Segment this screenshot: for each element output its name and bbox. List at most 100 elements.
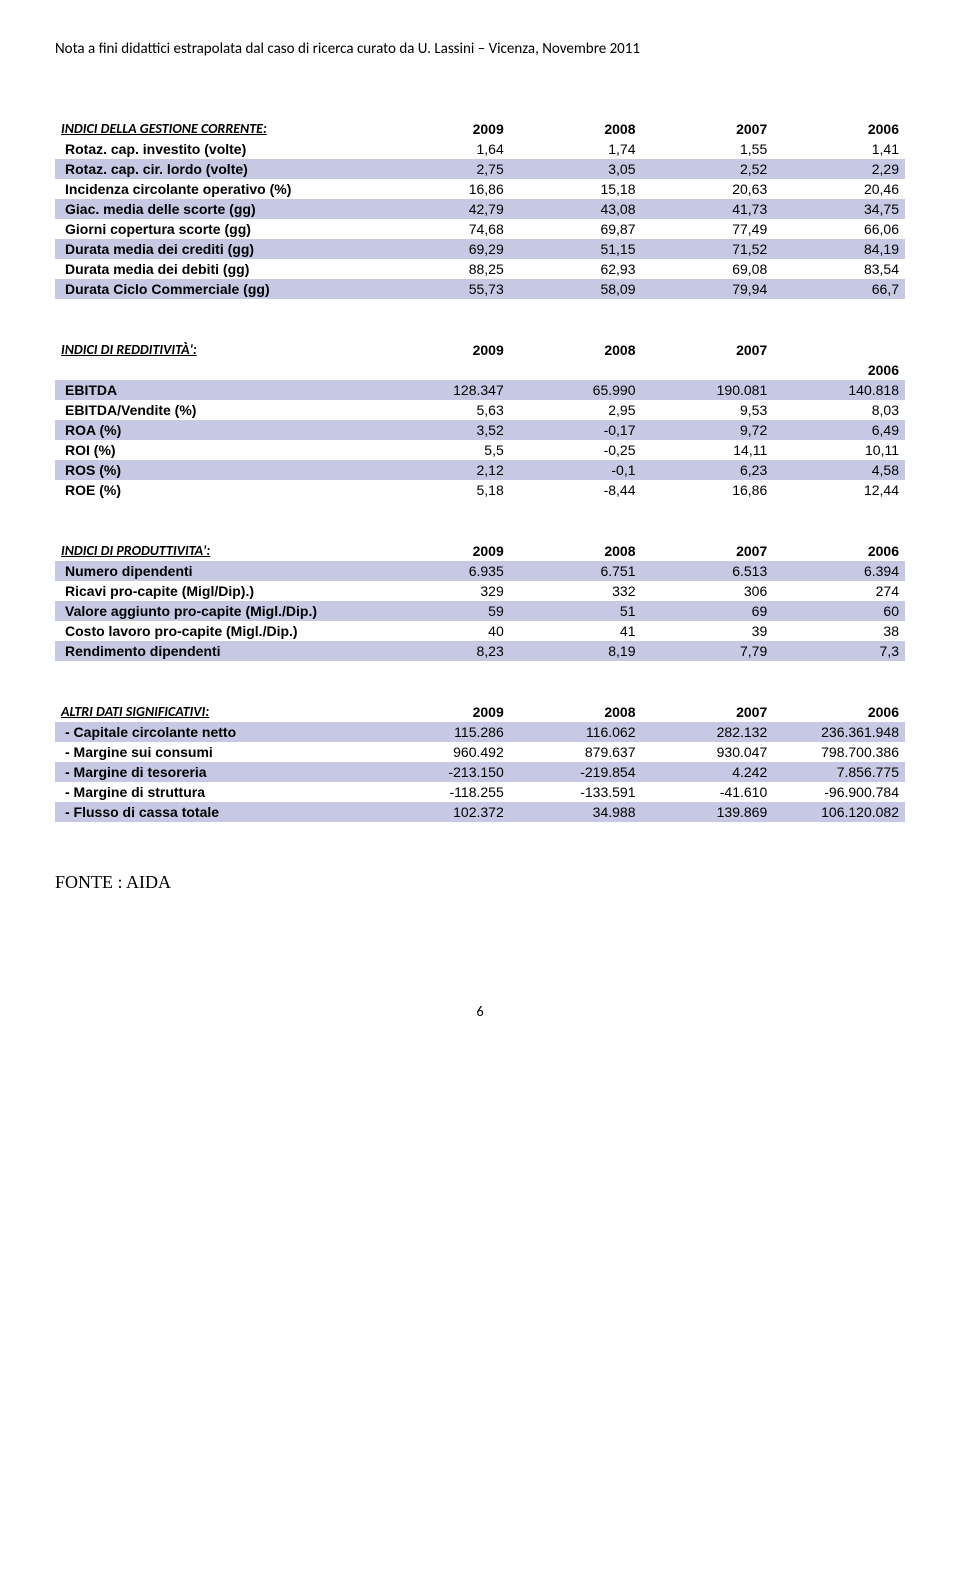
- table-row: - Capitale circolante netto115.286116.06…: [55, 722, 905, 742]
- cell-value: 58,09: [510, 279, 642, 299]
- section-redditivita: INDICI DI REDDITIVITÀ': 2009 2008 2007 2…: [55, 339, 905, 500]
- cell-value: 79,94: [642, 279, 774, 299]
- table-row: ROE (%)5,18-8,4416,8612,44: [55, 480, 905, 500]
- cell-value: 66,06: [773, 219, 905, 239]
- cell-value: 2,52: [642, 159, 774, 179]
- cell-value: 43,08: [510, 199, 642, 219]
- table-subheader-row: 2006: [55, 360, 905, 380]
- table-row: Durata media dei debiti (gg)88,2562,9369…: [55, 259, 905, 279]
- table-row: Rendimento dipendenti8,238,197,797,3: [55, 641, 905, 661]
- cell-value: 7.856.775: [773, 762, 905, 782]
- cell-value: 6.394: [773, 561, 905, 581]
- cell-value: 41: [510, 621, 642, 641]
- row-label: Incidenza circolante operativo (%): [55, 179, 378, 199]
- cell-value: 69,87: [510, 219, 642, 239]
- cell-value: -41.610: [642, 782, 774, 802]
- table-altri: ALTRI DATI SIGNIFICATIVI: 2009 2008 2007…: [55, 701, 905, 822]
- cell-value: 69,08: [642, 259, 774, 279]
- section-produttivita: INDICI DI PRODUTTIVITA': 2009 2008 2007 …: [55, 540, 905, 661]
- year-header: 2008: [510, 540, 642, 561]
- year-header: 2009: [378, 540, 510, 561]
- row-label: Valore aggiunto pro-capite (Migl./Dip.): [55, 601, 378, 621]
- row-label: Numero dipendenti: [55, 561, 378, 581]
- cell-value: 62,93: [510, 259, 642, 279]
- cell-value: -118.255: [378, 782, 510, 802]
- cell-value: 6,23: [642, 460, 774, 480]
- year-header: 2006: [773, 701, 905, 722]
- cell-value: 102.372: [378, 802, 510, 822]
- cell-value: 930.047: [642, 742, 774, 762]
- table-row: ROS (%)2,12-0,16,234,58: [55, 460, 905, 480]
- cell-value: 4,58: [773, 460, 905, 480]
- cell-value: -96.900.784: [773, 782, 905, 802]
- row-label: EBITDA: [55, 380, 378, 400]
- cell-value: 6.751: [510, 561, 642, 581]
- cell-value: 14,11: [642, 440, 774, 460]
- cell-value: 6.935: [378, 561, 510, 581]
- cell-value: 1,64: [378, 139, 510, 159]
- cell-value: 77,49: [642, 219, 774, 239]
- table-header-row: INDICI DELLA GESTIONE CORRENTE: 2009 200…: [55, 118, 905, 139]
- cell-value: 115.286: [378, 722, 510, 742]
- cell-value: 2,95: [510, 400, 642, 420]
- cell-value: 42,79: [378, 199, 510, 219]
- cell-value: 60: [773, 601, 905, 621]
- table-row: Rotaz. cap. cir. lordo (volte)2,753,052,…: [55, 159, 905, 179]
- cell-value: 65.990: [510, 380, 642, 400]
- year-header: 2009: [378, 118, 510, 139]
- table-row: Valore aggiunto pro-capite (Migl./Dip.)5…: [55, 601, 905, 621]
- source-label: FONTE : AIDA: [55, 872, 905, 893]
- empty-cell: [773, 339, 905, 360]
- cell-value: 139.869: [642, 802, 774, 822]
- cell-value: -213.150: [378, 762, 510, 782]
- table-row: ROI (%)5,5-0,2514,1110,11: [55, 440, 905, 460]
- cell-value: 8,19: [510, 641, 642, 661]
- row-label: - Margine di struttura: [55, 782, 378, 802]
- row-label: Giac. media delle scorte (gg): [55, 199, 378, 219]
- row-label: - Margine sui consumi: [55, 742, 378, 762]
- row-label: EBITDA/Vendite (%): [55, 400, 378, 420]
- cell-value: 39: [642, 621, 774, 641]
- cell-value: 59: [378, 601, 510, 621]
- cell-value: 9,72: [642, 420, 774, 440]
- cell-value: 2,75: [378, 159, 510, 179]
- row-label: ROS (%): [55, 460, 378, 480]
- year-header: 2006: [773, 118, 905, 139]
- cell-value: 51,15: [510, 239, 642, 259]
- row-label: ROA (%): [55, 420, 378, 440]
- cell-value: 236.361.948: [773, 722, 905, 742]
- cell-value: 879.637: [510, 742, 642, 762]
- cell-value: 5,5: [378, 440, 510, 460]
- section-altri: ALTRI DATI SIGNIFICATIVI: 2009 2008 2007…: [55, 701, 905, 822]
- cell-value: 88,25: [378, 259, 510, 279]
- cell-value: 1,55: [642, 139, 774, 159]
- cell-value: -0,1: [510, 460, 642, 480]
- cell-value: -0,25: [510, 440, 642, 460]
- table-row: Durata media dei crediti (gg)69,2951,157…: [55, 239, 905, 259]
- cell-value: 106.120.082: [773, 802, 905, 822]
- table-row: Incidenza circolante operativo (%)16,861…: [55, 179, 905, 199]
- cell-value: 140.818: [773, 380, 905, 400]
- table-row: Costo lavoro pro-capite (Migl./Dip.)4041…: [55, 621, 905, 641]
- cell-value: 8,03: [773, 400, 905, 420]
- table-row: - Flusso di cassa totale102.37234.988139…: [55, 802, 905, 822]
- table-header-row: INDICI DI REDDITIVITÀ': 2009 2008 2007: [55, 339, 905, 360]
- cell-value: 2,12: [378, 460, 510, 480]
- row-label: Durata Ciclo Commerciale (gg): [55, 279, 378, 299]
- empty-cell: [510, 360, 642, 380]
- cell-value: 10,11: [773, 440, 905, 460]
- table-header-row: ALTRI DATI SIGNIFICATIVI: 2009 2008 2007…: [55, 701, 905, 722]
- row-label: Rendimento dipendenti: [55, 641, 378, 661]
- row-label: Durata media dei crediti (gg): [55, 239, 378, 259]
- cell-value: 41,73: [642, 199, 774, 219]
- cell-value: 9,53: [642, 400, 774, 420]
- cell-value: 5,18: [378, 480, 510, 500]
- cell-value: 3,05: [510, 159, 642, 179]
- table-row: Numero dipendenti6.9356.7516.5136.394: [55, 561, 905, 581]
- row-label: - Capitale circolante netto: [55, 722, 378, 742]
- document-page: Nota a fini didattici estrapolata dal ca…: [0, 0, 960, 1050]
- section-title: ALTRI DATI SIGNIFICATIVI:: [55, 701, 378, 722]
- cell-value: 282.132: [642, 722, 774, 742]
- cell-value: 6.513: [642, 561, 774, 581]
- year-header: 2007: [642, 701, 774, 722]
